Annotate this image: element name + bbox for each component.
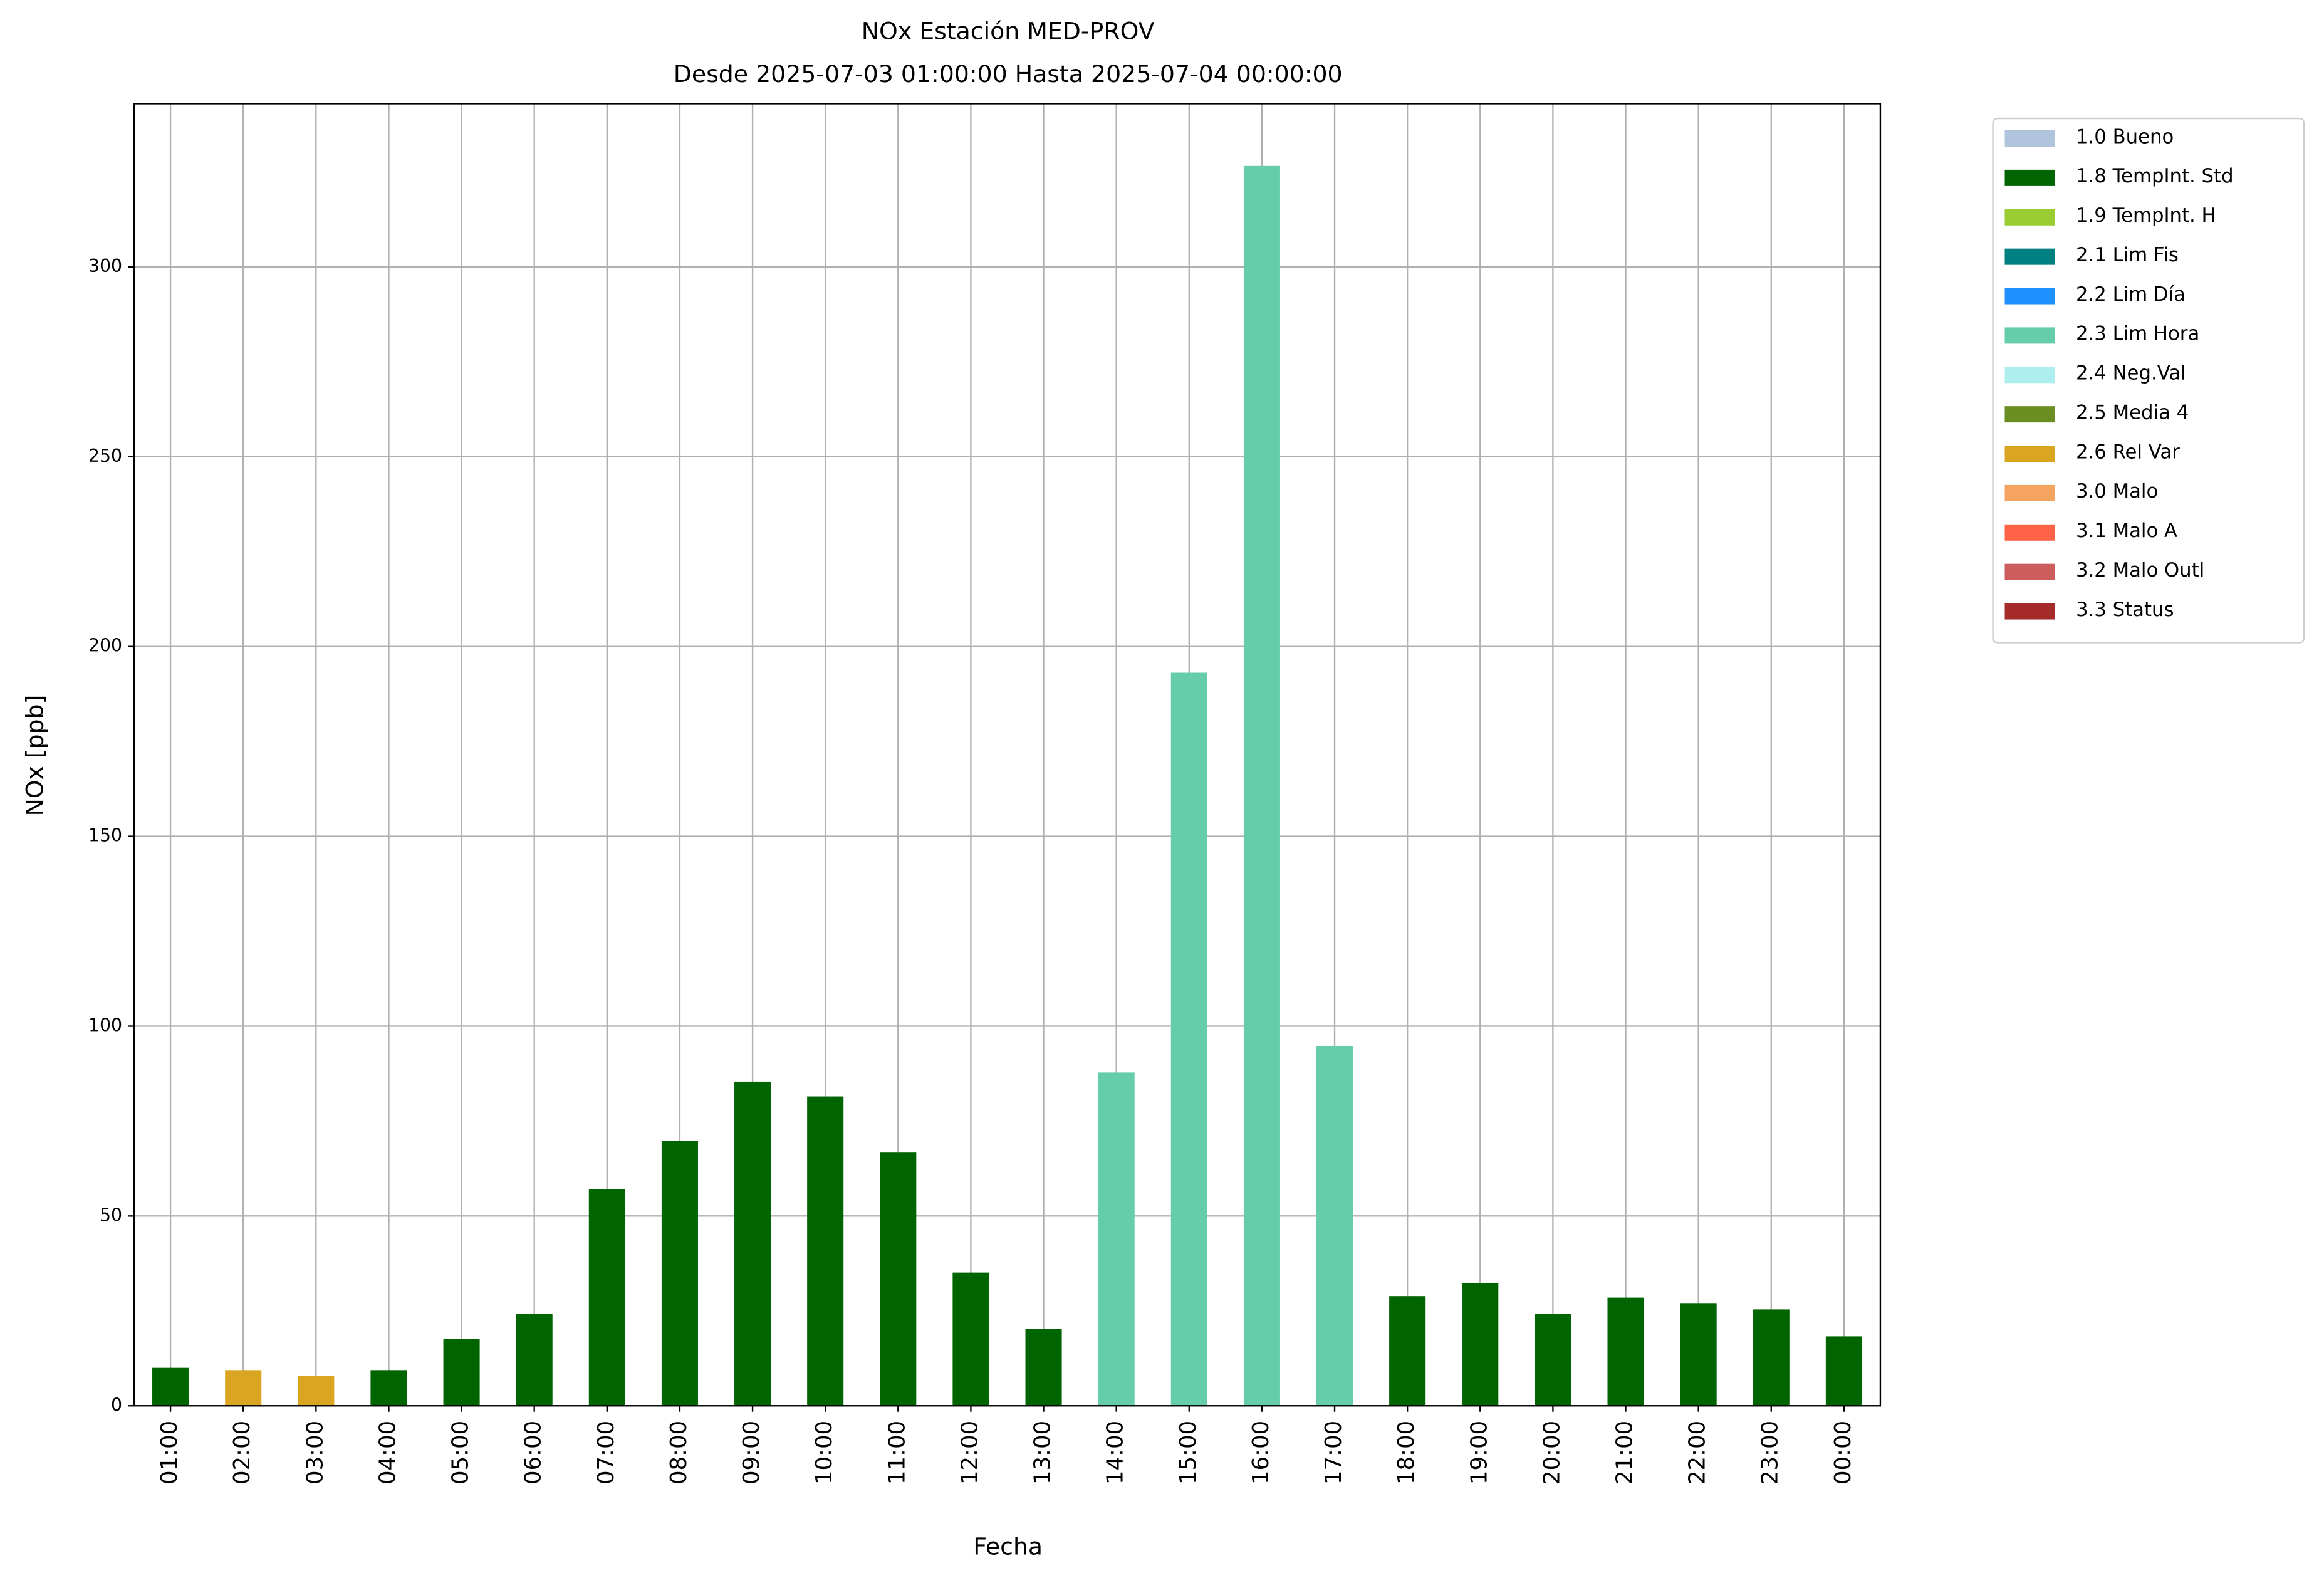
legend-swatch [2004, 446, 2055, 462]
x-tick-label: 05:00 [448, 1421, 474, 1485]
legend-label: 2.3 Lim Hora [2076, 323, 2199, 345]
x-tick-label: 10:00 [811, 1421, 837, 1485]
bar [443, 1339, 480, 1406]
bar [1316, 1045, 1353, 1406]
legend-swatch [2004, 603, 2055, 620]
y-tick-label: 150 [88, 825, 122, 846]
x-tick-label: 20:00 [1539, 1421, 1565, 1485]
bar [952, 1272, 989, 1406]
legend-label: 2.4 Neg.Val [2076, 362, 2186, 385]
bar [298, 1376, 335, 1406]
x-tick-label: 00:00 [1830, 1421, 1856, 1485]
bar [880, 1152, 917, 1406]
bar [661, 1141, 698, 1406]
legend-label: 3.2 Malo Outl [2076, 559, 2204, 582]
x-tick-label: 07:00 [593, 1421, 619, 1485]
legend-label: 3.1 Malo A [2076, 520, 2177, 542]
y-tick-label: 250 [88, 446, 122, 466]
bar [1462, 1282, 1499, 1406]
legend-swatch [2004, 248, 2055, 265]
bar [152, 1367, 189, 1406]
legend-swatch [2004, 288, 2055, 305]
y-axis-label: NOx [ppb] [21, 695, 49, 817]
bar [1243, 165, 1280, 1406]
legend-label: 2.6 Rel Var [2076, 441, 2180, 463]
legend-swatch [2004, 406, 2055, 423]
x-tick-label: 18:00 [1394, 1421, 1419, 1485]
x-tick-label: 06:00 [521, 1421, 546, 1485]
bar [734, 1081, 771, 1406]
bar [516, 1314, 553, 1406]
x-tick-label: 09:00 [739, 1421, 764, 1485]
y-tick-label: 300 [88, 256, 122, 276]
bar [1098, 1072, 1135, 1406]
x-tick-label: 01:00 [157, 1421, 182, 1485]
y-tick-label: 50 [100, 1204, 122, 1225]
bar [588, 1189, 625, 1406]
legend-box [1992, 117, 2305, 644]
x-tick-label: 23:00 [1758, 1421, 1783, 1485]
x-tick-label: 21:00 [1612, 1421, 1638, 1485]
x-tick-label: 03:00 [302, 1421, 328, 1485]
legend-swatch [2004, 327, 2055, 344]
legend-label: 3.0 Malo [2076, 480, 2158, 503]
chart-title: NOx Estación MED-PROV [862, 18, 1155, 45]
x-tick-label: 16:00 [1248, 1421, 1274, 1485]
legend-swatch [2004, 563, 2055, 580]
x-tick-label: 13:00 [1030, 1421, 1056, 1485]
bar [1753, 1309, 1790, 1406]
legend-label: 2.2 Lim Día [2076, 283, 2186, 306]
x-tick-label: 15:00 [1175, 1421, 1201, 1485]
x-tick-label: 11:00 [884, 1421, 910, 1485]
plot-frame [133, 103, 1882, 1407]
legend-swatch [2004, 367, 2055, 384]
bar [1535, 1314, 1571, 1406]
x-tick-label: 14:00 [1103, 1421, 1128, 1485]
bar [807, 1096, 844, 1406]
x-tick-label: 08:00 [666, 1421, 692, 1485]
legend-label: 3.3 Status [2076, 598, 2174, 621]
legend-label: 1.0 Bueno [2076, 125, 2174, 148]
bar [1680, 1303, 1717, 1406]
bar [1025, 1329, 1062, 1406]
bar [1389, 1296, 1426, 1406]
y-tick-label: 0 [111, 1394, 122, 1415]
x-tick-label: 04:00 [375, 1421, 400, 1485]
chart-subtitle: Desde 2025-07-03 01:00:00 Hasta 2025-07-… [674, 60, 1343, 88]
x-tick-label: 17:00 [1321, 1421, 1347, 1485]
bar [1825, 1336, 1862, 1406]
x-tick-label: 19:00 [1466, 1421, 1492, 1485]
x-tick-label: 02:00 [229, 1421, 255, 1485]
legend-label: 2.5 Media 4 [2076, 401, 2189, 424]
legend-label: 1.8 TempInt. Std [2076, 165, 2234, 187]
legend-label: 1.9 TempInt. H [2076, 204, 2216, 227]
legend-label: 2.1 Lim Fis [2076, 244, 2179, 266]
x-tick-label: 12:00 [957, 1421, 982, 1485]
x-axis-label: Fecha [973, 1533, 1043, 1560]
bar [1170, 672, 1207, 1406]
bar [370, 1370, 407, 1406]
y-tick-label: 200 [88, 635, 122, 656]
legend-swatch [2004, 209, 2055, 226]
y-tick-label: 100 [88, 1015, 122, 1035]
legend-swatch [2004, 169, 2055, 186]
legend-swatch [2004, 524, 2055, 541]
legend-swatch [2004, 484, 2055, 501]
bar [225, 1370, 262, 1406]
x-tick-label: 22:00 [1685, 1421, 1711, 1485]
bar [1607, 1297, 1644, 1406]
legend-swatch [2004, 130, 2055, 147]
